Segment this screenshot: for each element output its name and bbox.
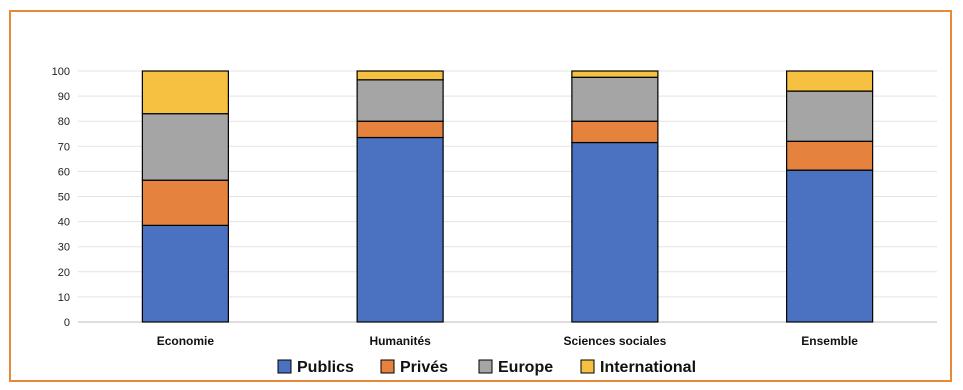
category-label: Economie [157,334,215,348]
y-tick-label: 50 [58,192,70,204]
bar-segment-publics-1 [356,136,444,323]
y-tick-label: 30 [58,242,70,254]
bar-segment-europe-0 [141,113,229,181]
legend-label: Privés [400,359,448,376]
bar-segment-international-1 [356,70,444,81]
bar-segment-europe-3 [786,90,874,142]
bar-segment-privs-2 [571,120,659,144]
y-tick-label: 20 [58,267,70,279]
bar-segment-publics-3 [786,169,874,323]
y-tick-label: 100 [52,66,70,78]
category-label: Ensemble [801,334,858,348]
y-tick-label: 70 [58,141,70,153]
y-tick-label: 60 [58,166,70,178]
legend-swatch [478,359,493,374]
legend-label: Publics [297,359,354,376]
bar-segment-privs-0 [141,179,229,226]
y-tick-label: 0 [64,317,70,329]
bar-segment-publics-0 [141,224,229,323]
category-label: Humanités [369,334,431,348]
category-label: Sciences sociales [564,334,667,348]
y-tick-label: 90 [58,91,70,103]
bar-segment-privs-3 [786,140,874,171]
legend-swatch [277,359,292,374]
bar-segment-privs-1 [356,120,444,139]
legend-swatch [580,359,595,374]
bar-segment-europe-1 [356,79,444,122]
bar-segment-international-2 [571,70,659,78]
y-tick-label: 80 [58,116,70,128]
y-tick-label: 10 [58,292,70,304]
legend-label: International [600,359,696,376]
legend-swatch [380,359,395,374]
bar-segment-international-0 [141,70,229,115]
legend-label: Europe [498,359,553,376]
bar-segment-international-3 [786,70,874,92]
bar-segment-publics-2 [571,141,659,323]
y-tick-label: 40 [58,217,70,229]
bar-segment-europe-2 [571,76,659,122]
